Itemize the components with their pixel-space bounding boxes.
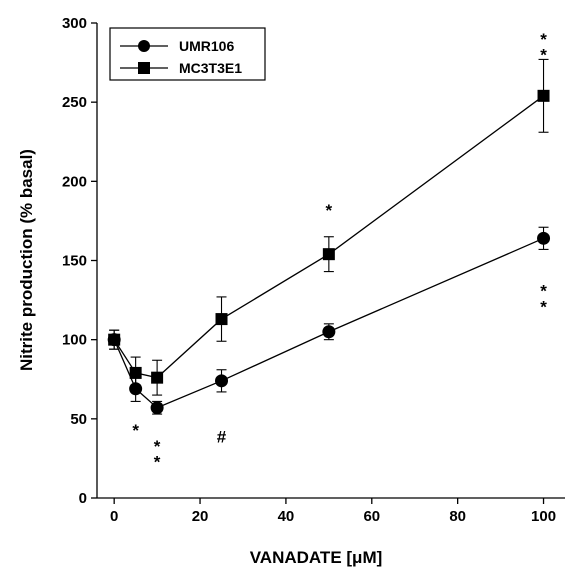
significance-star: * <box>132 421 139 440</box>
significance-star: * <box>540 282 547 301</box>
x-tick-label: 60 <box>363 508 380 525</box>
axes: 0 50 100 150 200 250 300 0 20 40 60 80 100 <box>62 15 565 525</box>
x-tick-label: 20 <box>192 508 209 525</box>
y-tick-label: 250 <box>62 94 87 111</box>
significance-hash: # <box>217 427 227 446</box>
y-axis-label: Nitrite production (% basal) <box>17 149 36 371</box>
y-tick-label: 150 <box>62 253 87 270</box>
x-axis-label: VANADATE [μM] <box>250 548 383 567</box>
y-tick-label: 300 <box>62 15 87 32</box>
y-tick-label: 100 <box>62 332 87 349</box>
significance-star: * <box>540 30 547 49</box>
data-point-umr106 <box>150 401 164 415</box>
annotations: ***#***** <box>132 30 547 472</box>
significance-star: * <box>154 453 161 472</box>
y-tick-label: 50 <box>70 411 87 428</box>
data-point-mc3t3e1 <box>322 248 335 261</box>
data-point-mc3t3e1 <box>129 366 142 379</box>
data-point-umr106 <box>537 231 551 245</box>
series-layer <box>107 58 551 415</box>
legend: UMR106 MC3T3E1 <box>109 27 266 81</box>
x-tick-label: 100 <box>531 508 556 525</box>
x-tick-label: 0 <box>110 508 118 525</box>
legend-box <box>109 27 266 81</box>
legend-marker-umr106 <box>138 40 150 52</box>
significance-star: * <box>326 201 333 220</box>
x-tick-label: 80 <box>449 508 466 525</box>
significance-star: * <box>154 437 161 456</box>
legend-marker-mc3t3e1 <box>138 62 150 74</box>
series-mc3t3e1 <box>108 58 550 396</box>
series-line-umr106 <box>113 237 544 409</box>
data-point-mc3t3e1 <box>108 333 121 346</box>
data-point-mc3t3e1 <box>151 371 164 384</box>
data-point-umr106 <box>215 374 229 388</box>
y-tick-label: 200 <box>62 173 87 190</box>
x-tick-label: 40 <box>278 508 295 525</box>
data-point-umr106 <box>322 325 336 339</box>
legend-label-umr106: UMR106 <box>179 38 234 54</box>
data-point-mc3t3e1 <box>537 89 550 102</box>
legend-label-mc3t3e1: MC3T3E1 <box>179 60 242 76</box>
y-tick-label: 0 <box>79 490 87 507</box>
significance-star: * <box>540 297 547 316</box>
significance-star: * <box>540 46 547 65</box>
data-point-mc3t3e1 <box>215 313 228 326</box>
